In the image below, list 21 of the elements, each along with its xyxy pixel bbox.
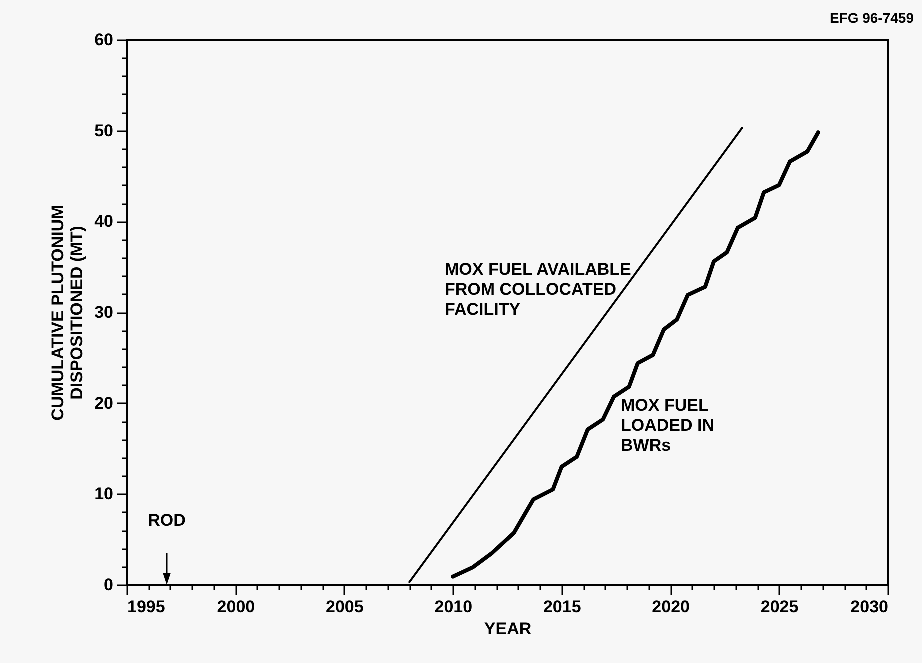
y-tick-label: 30 xyxy=(94,303,114,322)
y-axis-title: CUMULATIVE PLUTONIUM DISPOSITIONED (MT) xyxy=(48,205,87,421)
text: EFG 96-7459 xyxy=(830,10,914,26)
x-tick-label: 2025 xyxy=(760,598,799,616)
annotation: ROD xyxy=(148,511,186,530)
series-label: MOX FUEL LOADED IN BWRs xyxy=(621,396,714,455)
x-axis-title: YEAR xyxy=(484,620,532,638)
x-tick-label: 2015 xyxy=(543,598,582,616)
y-tick-label: 0 xyxy=(104,576,114,594)
x-tick-label: 2000 xyxy=(217,598,256,616)
series-label: MOX FUEL AVAILABLE FROM COLLOCATED FACILITY xyxy=(445,260,632,319)
x-tick-label: 2020 xyxy=(652,598,690,616)
y-tick-label: 40 xyxy=(94,212,114,232)
x-tick-label: 2010 xyxy=(434,598,473,616)
x-tick-label: 2005 xyxy=(326,598,364,616)
y-tick-label: 60 xyxy=(94,30,114,50)
x-tick-label: 1995 xyxy=(128,598,166,616)
y-tick-label: 20 xyxy=(94,394,114,413)
y-tick-label: 10 xyxy=(94,484,114,504)
y-tick-label: 50 xyxy=(94,121,114,140)
x-tick-label: 2030 xyxy=(850,598,888,616)
